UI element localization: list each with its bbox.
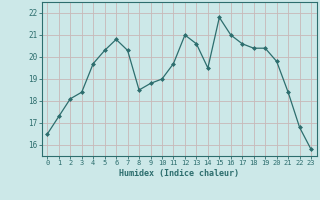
X-axis label: Humidex (Indice chaleur): Humidex (Indice chaleur) bbox=[119, 169, 239, 178]
